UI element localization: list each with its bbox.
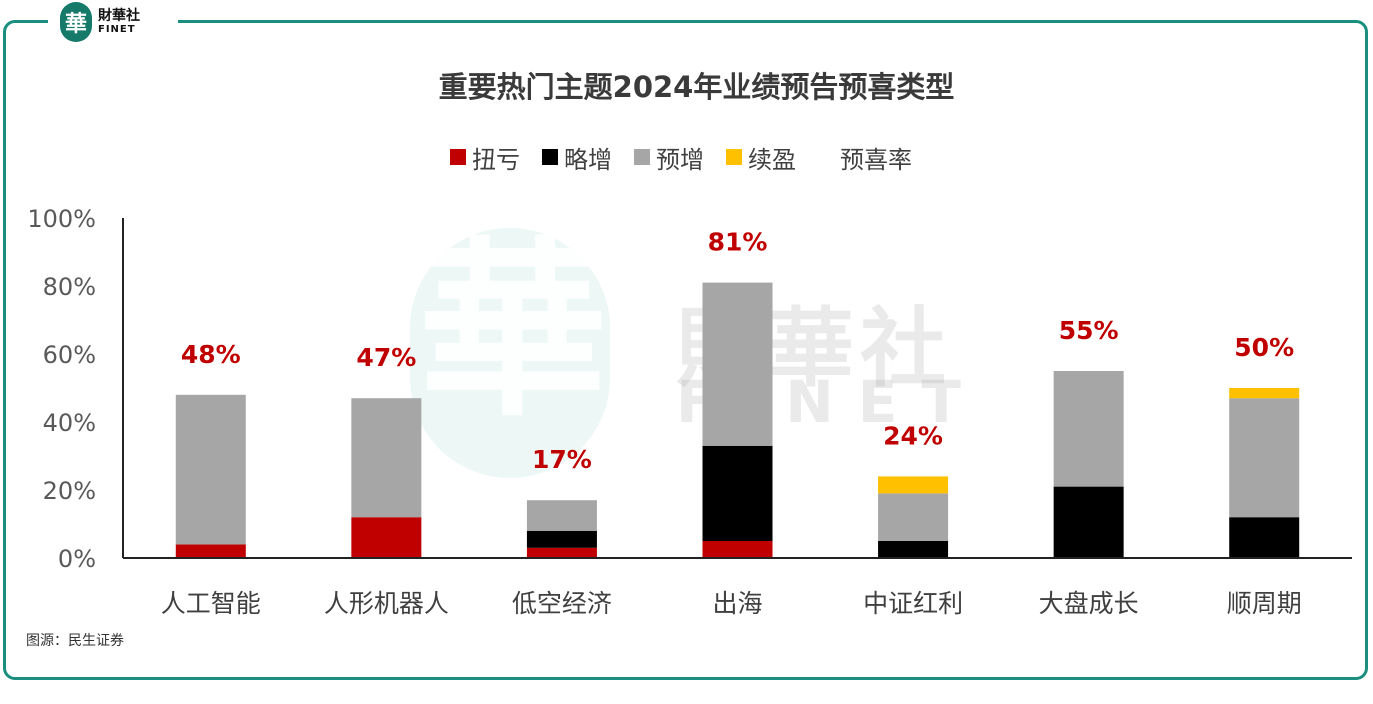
y-tick-label: 0% — [58, 545, 96, 573]
y-tick-label: 60% — [43, 341, 96, 369]
y-tick-label: 100% — [27, 205, 96, 233]
legend-item-续盈: 续盈 — [726, 140, 796, 175]
rate-label: 55% — [1059, 316, 1119, 345]
bar-segment-预增 — [1229, 398, 1300, 518]
bar-segment-续盈 — [878, 476, 949, 494]
chart-frame — [3, 20, 1368, 680]
chart-title: 重要热门主题2024年业绩预告预喜类型 — [438, 70, 955, 104]
source-note: 图源：民生证券 — [26, 633, 124, 649]
legend-label: 扭亏 — [472, 145, 520, 174]
x-tick-label: 人形机器人 — [324, 589, 449, 618]
legend-label-rate: 预喜率 — [840, 145, 912, 174]
rate-label: 81% — [708, 228, 768, 257]
x-tick-label: 出海 — [712, 589, 762, 618]
rate-label: 48% — [181, 340, 241, 369]
rate-label: 47% — [356, 343, 416, 372]
legend-label: 预增 — [656, 145, 704, 174]
legend-label: 略增 — [564, 145, 612, 174]
legend-swatch-续盈 — [726, 149, 742, 165]
chart-legend: 扭亏 略增 预增 续盈 预喜率 — [450, 140, 912, 174]
bar-segment-预增 — [702, 282, 773, 446]
y-tick-label: 40% — [43, 409, 96, 437]
finet-logo: 華 財華社 FINET — [48, 0, 178, 44]
bar-segment-预增 — [175, 394, 246, 545]
bar-segment-略增 — [702, 445, 773, 541]
bar-segment-预增 — [351, 398, 422, 518]
bar-segment-预增 — [878, 493, 949, 541]
legend-swatch-扭亏 — [450, 149, 466, 165]
rate-label: 24% — [883, 421, 943, 450]
legend-swatch-预增 — [634, 149, 650, 165]
bar-segment-预增 — [1053, 371, 1124, 487]
bar-segment-续盈 — [1229, 388, 1300, 399]
y-tick-label: 20% — [43, 477, 96, 505]
rate-label: 50% — [1234, 333, 1294, 362]
legend-item-扭亏: 扭亏 — [450, 140, 520, 175]
bar-segment-扭亏 — [702, 541, 773, 558]
x-tick-label: 人工智能 — [161, 589, 261, 618]
bar-segment-扭亏 — [526, 547, 597, 558]
legend-item-略增: 略增 — [542, 140, 612, 175]
bar-segment-略增 — [526, 530, 597, 548]
logo-cn: 財華社 — [98, 8, 140, 24]
y-tick-label: 80% — [43, 273, 96, 301]
watermark-mark: 華 — [418, 219, 609, 442]
logo-text: 財華社 FINET — [98, 9, 140, 35]
x-tick-label: 低空经济 — [512, 589, 612, 618]
bar-segment-预增 — [526, 500, 597, 531]
bar-segment-扭亏 — [175, 544, 246, 558]
rate-label: 17% — [532, 445, 592, 474]
legend-label: 续盈 — [748, 145, 796, 174]
bar-segment-略增 — [1229, 517, 1300, 558]
bar-segment-略增 — [1053, 486, 1124, 558]
bar-segment-扭亏 — [351, 517, 422, 558]
bar-segment-略增 — [878, 541, 949, 558]
legend-swatch-略增 — [542, 149, 558, 165]
watermark-circle — [410, 228, 610, 478]
legend-item-预增: 预增 — [634, 140, 704, 175]
x-tick-label: 顺周期 — [1227, 589, 1302, 618]
x-tick-label: 大盘成长 — [1039, 589, 1139, 618]
logo-en: FINET — [98, 24, 136, 35]
logo-mark: 華 — [60, 2, 92, 42]
x-tick-label: 中证红利 — [863, 589, 963, 618]
